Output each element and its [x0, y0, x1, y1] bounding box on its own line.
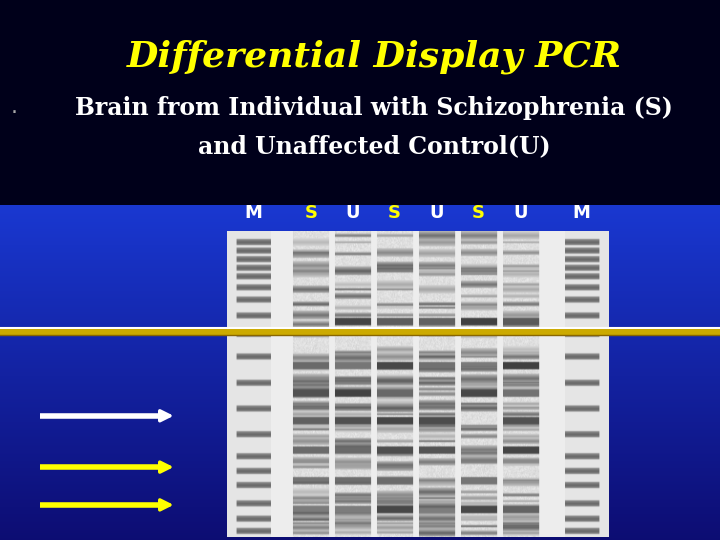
Text: and Unaffected Control(U): and Unaffected Control(U): [198, 134, 551, 158]
Text: S: S: [472, 204, 485, 222]
Text: S: S: [388, 204, 401, 222]
Text: S: S: [305, 204, 318, 222]
Text: U: U: [513, 204, 528, 222]
Text: M: M: [572, 204, 590, 222]
Text: Brain from Individual with Schizophrenia (S): Brain from Individual with Schizophrenia…: [76, 96, 673, 120]
Text: M: M: [245, 204, 263, 222]
Bar: [0, 0, 720, 205]
Text: ·: ·: [11, 103, 18, 124]
Text: U: U: [346, 204, 360, 222]
Text: Differential Display PCR: Differential Display PCR: [127, 39, 622, 74]
Text: U: U: [429, 204, 444, 222]
